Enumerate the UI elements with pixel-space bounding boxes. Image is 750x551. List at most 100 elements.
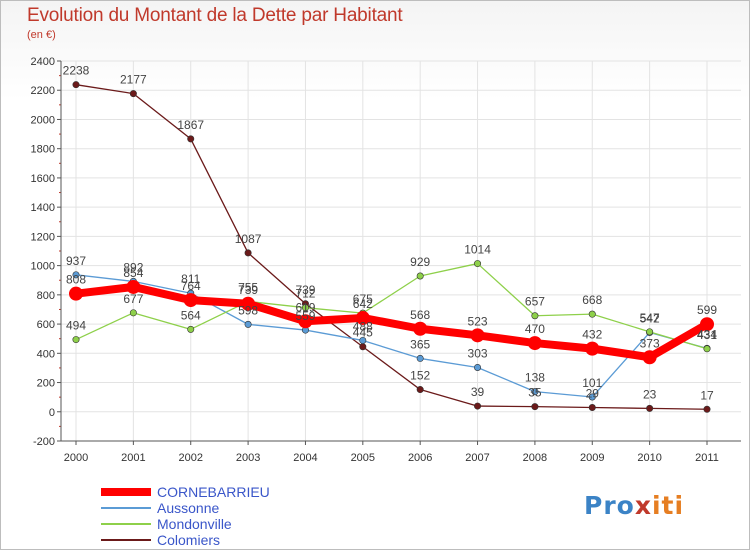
series-line-cornebarrieu	[75, 282, 709, 362]
x-tick-label: 2011	[695, 452, 719, 464]
point-label-aussonne: 488	[353, 319, 373, 333]
point-label-colomiers: 152	[410, 369, 430, 383]
data-point-colomiers	[129, 90, 137, 98]
y-tick-label: 800	[37, 290, 55, 302]
point-label-colomiers: 17	[700, 388, 714, 402]
point-label-cornebarrieu: 470	[525, 322, 545, 336]
data-point-mondonville	[301, 304, 309, 312]
data-point-colomiers	[416, 386, 424, 394]
data-point-colomiers	[588, 404, 596, 412]
point-label-colomiers: 445	[353, 326, 373, 340]
data-point-mondonville	[187, 325, 195, 333]
y-tick-label: 0	[49, 407, 55, 419]
data-point-cornebarrieu	[527, 336, 542, 351]
data-point-mondonville	[416, 272, 424, 280]
point-label-cornebarrieu: 432	[582, 328, 602, 342]
y-tick-label: 2000	[31, 114, 55, 126]
point-label-cornebarrieu: 568	[410, 308, 430, 322]
point-label-colomiers: 29	[586, 387, 600, 401]
y-tick-label: 600	[37, 319, 55, 331]
data-point-cornebarrieu	[700, 317, 714, 332]
point-label-aussonne: 434	[697, 327, 717, 341]
data-point-colomiers	[72, 81, 80, 89]
y-tick-label: 1600	[31, 173, 55, 185]
point-label-mondonville: 657	[525, 295, 545, 309]
y-tick-label: 2200	[31, 85, 55, 97]
point-label-cornebarrieu: 739	[238, 283, 258, 297]
data-point-cornebarrieu	[642, 350, 657, 365]
point-label-cornebarrieu: 373	[640, 336, 660, 350]
point-label-aussonne: 598	[238, 303, 258, 317]
data-point-mondonville	[72, 336, 80, 344]
y-tick-label: -200	[33, 436, 55, 448]
point-label-cornebarrieu: 854	[123, 266, 143, 280]
x-tick-label: 2004	[293, 452, 317, 464]
data-point-cornebarrieu	[585, 341, 600, 356]
data-point-aussonne	[588, 393, 596, 401]
data-point-cornebarrieu	[298, 314, 313, 329]
point-label-aussonne: 542	[640, 312, 660, 326]
x-tick-label: 2002	[178, 452, 202, 464]
legend-label: Colomiers	[157, 532, 220, 548]
point-label-aussonne: 892	[123, 260, 143, 274]
y-tick-label: 1000	[31, 261, 55, 273]
x-tick-label: 2006	[408, 452, 432, 464]
proxiti-logo: Proxiti	[584, 491, 685, 520]
y-tick-label: 2400	[31, 56, 55, 68]
data-point-mondonville	[129, 309, 137, 317]
point-label-cornebarrieu: 523	[468, 314, 488, 328]
series-line-mondonville	[75, 262, 708, 350]
chart-title: Evolution du Montant de la Dette par Hab…	[27, 5, 403, 26]
data-point-colomiers	[187, 135, 195, 143]
data-point-cornebarrieu	[241, 296, 256, 311]
data-point-colomiers	[474, 402, 482, 410]
x-tick-label: 2008	[523, 452, 547, 464]
series-line-colomiers	[75, 84, 708, 410]
data-point-aussonne	[416, 354, 424, 362]
point-label-mondonville: 675	[353, 292, 373, 306]
point-label-mondonville: 929	[410, 255, 430, 269]
point-label-mondonville: 564	[181, 308, 201, 322]
point-label-mondonville: 668	[582, 293, 602, 307]
point-label-aussonne: 365	[410, 337, 430, 351]
data-point-cornebarrieu	[470, 328, 485, 343]
point-label-aussonne: 303	[468, 346, 488, 360]
x-tick-label: 2003	[236, 452, 260, 464]
point-label-mondonville: 712	[295, 287, 315, 301]
point-label-colomiers: 1087	[235, 232, 262, 246]
data-point-cornebarrieu	[413, 321, 428, 336]
data-point-cornebarrieu	[183, 293, 198, 308]
point-label-colomiers: 2177	[120, 73, 147, 87]
data-point-mondonville	[474, 260, 482, 268]
y-tick-label: 400	[37, 348, 55, 360]
y-tick-label: 1200	[31, 231, 55, 243]
point-label-colomiers: 23	[643, 387, 657, 401]
x-tick-label: 2010	[637, 452, 661, 464]
point-label-mondonville: 547	[640, 311, 660, 325]
chart-subtitle: (en €)	[27, 29, 56, 41]
data-point-cornebarrieu	[69, 286, 83, 301]
data-point-aussonne	[531, 388, 539, 396]
point-label-cornebarrieu: 808	[66, 273, 86, 287]
point-label-aussonne: 811	[181, 272, 200, 286]
data-point-cornebarrieu	[355, 310, 370, 325]
point-label-colomiers: 2238	[63, 64, 90, 78]
point-label-mondonville: 494	[66, 319, 86, 333]
x-tick-label: 2000	[64, 452, 88, 464]
y-tick-label: 1800	[31, 144, 55, 156]
data-point-colomiers	[531, 403, 539, 411]
point-label-cornebarrieu: 642	[353, 297, 373, 311]
y-tick-label: 200	[37, 378, 55, 390]
data-point-aussonne	[244, 320, 252, 328]
data-point-colomiers	[244, 249, 252, 257]
x-tick-label: 2007	[465, 452, 489, 464]
point-label-cornebarrieu: 599	[697, 303, 717, 317]
point-label-aussonne: 937	[66, 254, 86, 268]
point-label-aussonne: 101	[582, 376, 602, 390]
data-point-mondonville	[531, 312, 539, 320]
data-point-colomiers	[703, 405, 711, 413]
point-label-colomiers: 1867	[177, 118, 204, 132]
data-point-mondonville	[703, 345, 711, 353]
